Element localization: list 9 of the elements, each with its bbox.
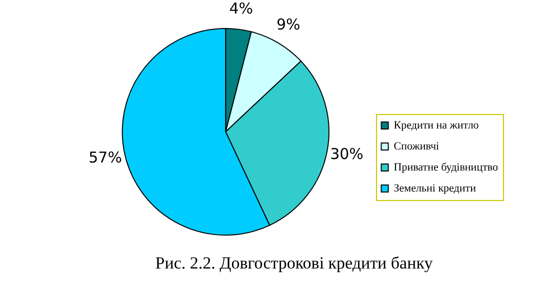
legend-label: Земельні кредити [394, 182, 476, 194]
legend-label: Приватне будівництво [394, 161, 498, 174]
data-label: 4% [229, 0, 253, 18]
text: Рис. 2.2. Довгострокові кредити банку [155, 253, 434, 272]
legend-label: Споживчі [394, 140, 440, 152]
legend-label: Кредити на житло [394, 119, 480, 132]
data-label: 9% [276, 16, 300, 34]
data-label: 57% [88, 148, 122, 167]
data-label: 30% [330, 144, 364, 163]
